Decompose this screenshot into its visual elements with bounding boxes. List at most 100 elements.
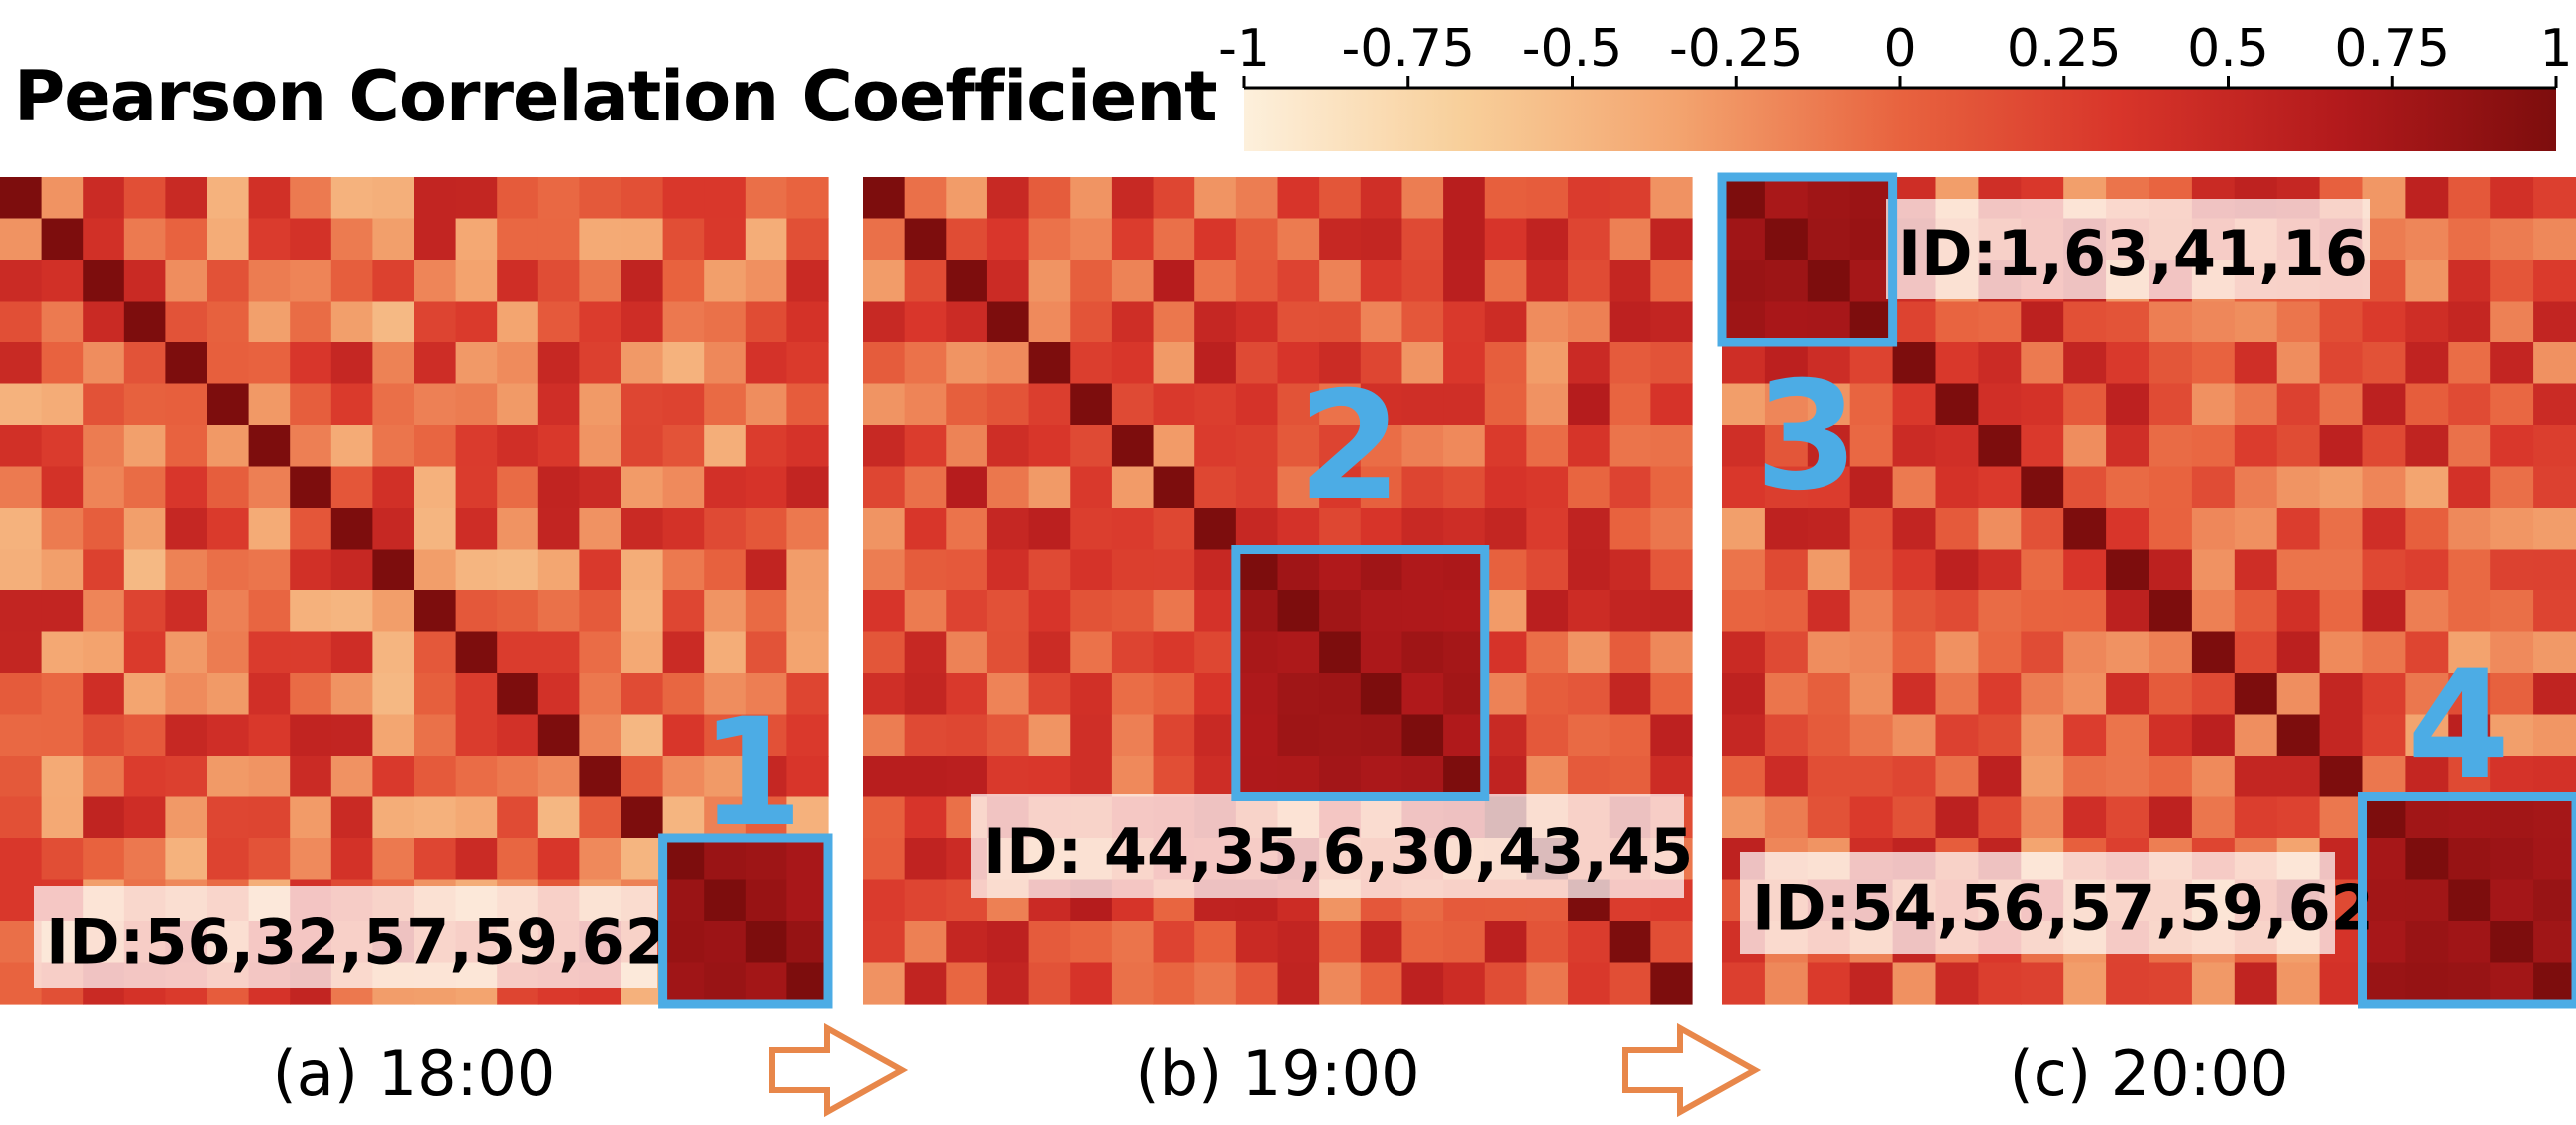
heatmap-cell [1978,508,2022,551]
heatmap-cell [497,838,539,881]
heatmap-cell [1194,673,1237,716]
heatmap-cell [372,631,415,674]
heatmap-cell [2106,631,2150,674]
heatmap-cell [1401,301,1444,343]
heatmap-cell [2405,549,2449,591]
heatmap-cell [1849,962,1894,1005]
heatmap-cell [1194,342,1237,385]
heatmap-cell [863,756,906,798]
heatmap-cell [1235,756,1279,798]
heatmap-cell [986,673,1030,716]
heatmap-cell [330,425,373,468]
heatmap-cell [2319,425,2364,468]
heatmap-cell [372,383,415,426]
heatmap-cell [1892,383,1937,426]
heatmap-cell [1319,508,1362,551]
heatmap-cell [1609,425,1651,468]
heatmap-cell [1443,631,1486,674]
heatmap-cell [41,425,84,468]
heatmap-cell [165,549,208,591]
heatmap-cell [248,218,291,261]
heatmap-cell [2533,549,2576,591]
heatmap-cell [2319,631,2364,674]
heatmap-cell [1764,549,1809,591]
heatmap-cell [1764,260,1809,303]
heatmap-cell [414,756,457,798]
heatmap-cell [0,508,43,551]
heatmap-cell [2490,879,2534,922]
heatmap-cell [290,508,332,551]
heatmap-cell [1609,260,1651,303]
heatmap-cell [1978,962,2022,1005]
heatmap-cell [207,673,250,716]
heatmap-cell [1935,301,1979,343]
heatmap-cell [1153,218,1195,261]
heatmap-cell [330,260,373,303]
heatmap-cell [946,549,988,591]
heatmap-cell [414,342,457,385]
heatmap-cell [1111,962,1155,1005]
heatmap-cell [207,631,250,674]
heatmap-cell [1650,383,1693,426]
heatmap-cell [83,383,125,426]
heatmap-cell [1807,631,1851,674]
heatmap-cell [2021,342,2064,385]
heatmap-cell [1935,342,1979,385]
heatmap-cell [2448,590,2491,633]
heatmap-cell [1401,466,1444,509]
heatmap-cell [248,631,291,674]
colorbar-tick-label: -1 [1218,19,1270,79]
heatmap-cell [1722,549,1766,591]
heatmap-cell [2191,962,2236,1005]
heatmap-cell [786,631,829,674]
heatmap-cell [1935,425,1979,468]
heatmap-cell [207,425,250,468]
heatmap-cell [1070,673,1113,716]
heatmap-cell [83,425,125,468]
heatmap-cell [207,590,250,633]
heatmap-cell [2533,590,2576,633]
heatmap-cell [662,342,705,385]
heatmap-cell [2063,631,2107,674]
heatmap-cell [1807,590,1851,633]
heatmap-cell [1277,549,1320,591]
heatmap-cell [1277,921,1320,964]
heatmap-cell [1807,796,1851,839]
heatmap-cell [1722,714,1766,757]
heatmap-cell [1722,301,1766,343]
heatmap-cell [2021,590,2064,633]
heatmap-cell [207,260,250,303]
heatmap-cell [1650,177,1693,220]
heatmap-cell [1235,301,1279,343]
arrow-right-icon [769,1022,909,1118]
heatmap-cell [2234,796,2278,839]
heatmap-cell [946,714,988,757]
heatmap-cell [1650,590,1693,633]
heatmap-cell [2405,879,2449,922]
heatmap-cell [2021,301,2064,343]
heatmap-cell [2533,177,2576,220]
heatmap-cell [83,673,125,716]
heatmap-cell [1568,342,1610,385]
heatmap-cell [2276,508,2321,551]
heatmap-cell [786,756,829,798]
heatmap-cell [1360,260,1403,303]
heatmap-cell [2490,466,2534,509]
heatmap-cell [662,177,705,220]
heatmap-cell [786,714,829,757]
heatmap-cell [1568,631,1610,674]
heatmap-cell [2362,508,2406,551]
heatmap-cell [1764,301,1809,343]
heatmap-cell [290,838,332,881]
heatmap-cell [1401,921,1444,964]
heatmap-cell [579,714,622,757]
heatmap-cell [1526,549,1569,591]
heatmap-cell [745,177,787,220]
heatmap-cell [904,921,947,964]
heatmap-cell [455,301,498,343]
heatmap-cell [2533,508,2576,551]
heatmap-cell [704,879,747,922]
heatmap-cell [123,838,166,881]
heatmap-cell [2319,756,2364,798]
heatmap-cell [2149,590,2193,633]
